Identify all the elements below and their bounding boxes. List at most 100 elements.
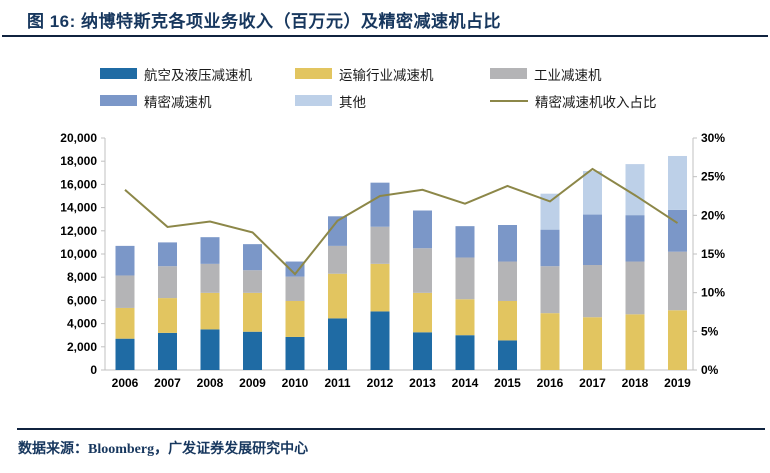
legend-swatch-other (295, 95, 332, 106)
legend-label: 精密减速机 (144, 94, 212, 110)
bar-segment-precision (370, 182, 390, 227)
x-axis-label: 2015 (494, 376, 521, 390)
left-axis-label: 20,000 (60, 131, 97, 145)
bar-segment-transport (115, 307, 135, 339)
right-axis-label: 25% (701, 170, 725, 184)
bar-segment-industrial (625, 261, 645, 315)
legend-swatch-industrial (490, 68, 527, 79)
bar-segment-precision (625, 215, 645, 262)
bar-segment-precision (540, 229, 560, 267)
bar-segment-transport (498, 300, 517, 341)
x-axis-label: 2013 (409, 376, 436, 390)
bar-segment-aviation-hydraulic (285, 336, 305, 370)
legend-label: 航空及液压减速机 (144, 67, 252, 83)
bar-segment-aviation-hydraulic (115, 338, 135, 370)
bar-segment-transport (243, 292, 262, 332)
bar-segment-industrial (370, 226, 390, 264)
bar-segment-transport (455, 299, 475, 336)
bar-segment-industrial (328, 245, 347, 274)
bar-segment-aviation-hydraulic (413, 332, 432, 370)
bar-segment-industrial (413, 248, 432, 293)
bar-segment-transport (583, 317, 602, 370)
bar-segment-aviation-hydraulic (370, 311, 390, 370)
legend-swatch-transport (295, 68, 332, 79)
right-axis-label: 20% (701, 208, 725, 222)
bar-segment-industrial (498, 261, 517, 301)
bar-segment-aviation-hydraulic (200, 329, 220, 370)
legend-item-industrial: 工业减速机 (490, 66, 602, 83)
legend-item-precision-share-line: 精密减速机收入占比 (490, 93, 657, 110)
legend-item-precision: 精密减速机 (100, 93, 212, 110)
x-axis-label: 2016 (537, 376, 564, 390)
x-axis-label: 2007 (154, 376, 181, 390)
left-axis-label: 14,000 (60, 201, 97, 215)
bar-segment-precision (413, 210, 432, 249)
left-axis-label: 10,000 (60, 247, 97, 261)
bar-segment-transport (285, 300, 305, 337)
x-axis-label: 2019 (664, 376, 691, 390)
bar-segment-industrial (200, 263, 220, 293)
bar-segment-industrial (243, 270, 262, 293)
bar-segment-transport (328, 273, 347, 319)
right-axis-label: 5% (701, 324, 719, 338)
x-axis-label: 2018 (622, 376, 649, 390)
legend-swatch-precision (100, 95, 137, 106)
legend-item-transport: 运输行业减速机 (295, 66, 434, 83)
legend-item-other: 其他 (295, 93, 366, 110)
x-axis-label: 2011 (324, 376, 350, 390)
x-axis-label: 2012 (367, 376, 394, 390)
x-axis-label: 2008 (197, 376, 224, 390)
bar-segment-transport (413, 292, 432, 333)
left-axis-label: 18,000 (60, 154, 97, 168)
x-axis-label: 2017 (579, 376, 606, 390)
x-axis-label: 2006 (112, 376, 139, 390)
legend-line-swatch-icon (490, 99, 528, 102)
bar-segment-precision (455, 226, 475, 258)
legend-item-aviation-hydraulic: 航空及液压减速机 (100, 66, 252, 83)
bar-segment-transport (625, 314, 645, 370)
left-axis-label: 8,000 (67, 270, 97, 284)
bar-segment-other (625, 164, 645, 216)
bar-segment-aviation-hydraulic (243, 331, 262, 370)
bar-segment-precision (158, 242, 177, 267)
bar-segment-precision (668, 209, 687, 252)
bar-segment-industrial (285, 276, 305, 301)
bar-segment-aviation-hydraulic (158, 332, 177, 370)
bar-segment-precision (498, 225, 517, 262)
precision-share-line (124, 167, 679, 276)
bar-segment-aviation-hydraulic (328, 318, 347, 370)
bar-segment-transport (370, 263, 390, 312)
bar-segment-precision (115, 245, 135, 276)
bar-segment-other (668, 155, 687, 210)
bar-segment-precision (328, 216, 347, 246)
legend-label: 工业减速机 (534, 67, 602, 83)
bar-segment-precision (583, 214, 602, 266)
bar-segment-precision (243, 244, 262, 271)
x-axis-label: 2010 (282, 376, 309, 390)
x-axis-label: 2009 (239, 376, 266, 390)
legend-label: 其他 (339, 94, 366, 110)
bar-segment-transport (158, 298, 177, 333)
bar-segment-industrial (540, 266, 560, 314)
bar-segment-industrial (158, 266, 177, 299)
legend-swatch-aviation-hydraulic (100, 68, 137, 79)
bar-segment-precision (200, 237, 220, 264)
bar-segment-other (540, 193, 560, 230)
bar-segment-precision (285, 261, 305, 277)
bar-segment-aviation-hydraulic (498, 340, 517, 370)
figure-title: 图 16: 纳博特斯克各项业务收入（百万元）及精密减速机占比 (27, 12, 502, 31)
left-axis-label: 12,000 (60, 224, 97, 238)
right-axis-label: 30% (701, 131, 725, 145)
right-axis-label: 10% (701, 286, 725, 300)
bar-segment-industrial (115, 275, 135, 308)
bar-segment-aviation-hydraulic (455, 335, 475, 370)
left-axis-label: 4,000 (67, 317, 97, 331)
bar-segment-industrial (455, 257, 475, 300)
bar-segment-transport (200, 292, 220, 330)
x-axis-label: 2014 (452, 376, 479, 390)
footer-divider (17, 428, 765, 430)
left-axis-label: 16,000 (60, 177, 97, 191)
legend-label: 运输行业减速机 (339, 67, 434, 83)
legend-label: 精密减速机收入占比 (535, 94, 657, 110)
